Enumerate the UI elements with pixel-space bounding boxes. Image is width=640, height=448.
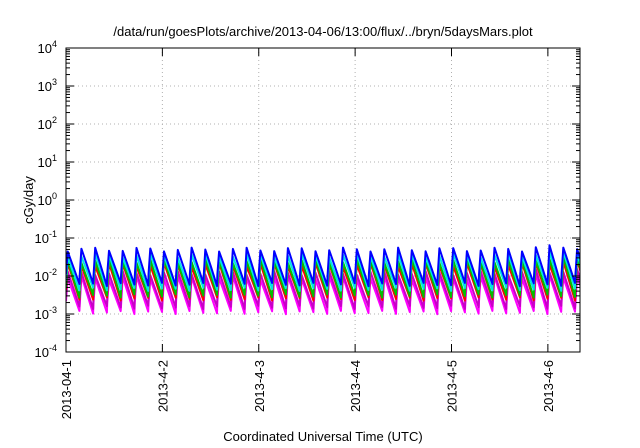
y-axis: 10-4 10-3 10-2 10-1 100 101 102 103 104 [35,39,580,360]
y-tick-label: 102 [38,115,57,132]
chart-title: /data/run/goesPlots/archive/2013-04-06/1… [113,24,533,39]
x-tick-label: 2013-4-3 [252,360,267,412]
y-tick-label: 103 [38,77,57,94]
y-tick-label: 10-3 [35,305,57,322]
grid-lines [66,48,580,352]
y-tick-label: 10-2 [35,267,57,284]
y-tick-label: 100 [38,191,57,208]
x-axis: 2013-04-1 2013-4-2 2013-4-3 2013-4-4 2013-4-… [59,48,556,419]
y-tick-label: 10-1 [35,229,57,246]
y-tick-label: 101 [38,153,57,170]
y-axis-label: cGy/day [21,176,36,224]
y-tick-label: 104 [38,39,57,56]
x-tick-label: 2013-4-6 [541,360,556,412]
y-tick-label: 10-4 [35,343,57,360]
x-tick-label: 2013-4-5 [445,360,460,412]
x-axis-label: Coordinated Universal Time (UTC) [223,429,422,444]
x-tick-label: 2013-4-2 [155,360,170,412]
x-tick-label: 2013-4-4 [348,360,363,412]
series-group [66,244,580,316]
series-line [66,244,580,288]
x-tick-label: 2013-04-1 [59,360,74,419]
